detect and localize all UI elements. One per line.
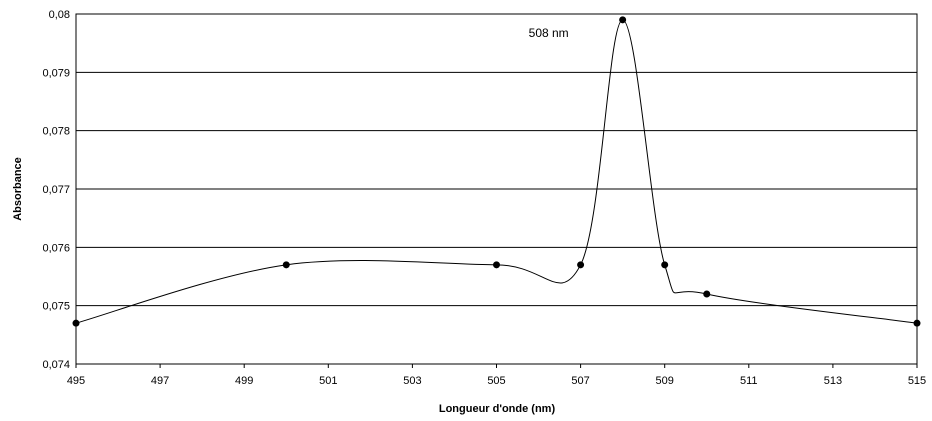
data-point xyxy=(661,261,669,269)
x-tick-label: 509 xyxy=(656,375,674,387)
y-tick-label: 0,076 xyxy=(42,242,70,254)
x-tick-label: 507 xyxy=(571,375,589,387)
gridlines xyxy=(76,13,917,365)
x-axis-title: Longueur d'onde (nm) xyxy=(439,403,556,415)
data-point xyxy=(72,319,80,327)
x-tick-label: 505 xyxy=(487,375,505,387)
x-tick-label: 503 xyxy=(403,375,421,387)
data-point xyxy=(493,261,500,269)
data-point xyxy=(913,319,921,327)
data-point xyxy=(577,261,585,269)
x-tick-label: 497 xyxy=(151,375,169,387)
y-tick-label: 0,08 xyxy=(49,9,70,21)
series-line-group xyxy=(75,19,918,324)
y-tick-label: 0,078 xyxy=(42,126,70,138)
data-points xyxy=(72,16,921,327)
x-tick-labels: 495 497 499 501 503 505 507 509 511 513 515 xyxy=(67,364,926,387)
data-point xyxy=(703,290,711,298)
x-tick-label: 513 xyxy=(824,375,842,387)
y-tick-label: 0,077 xyxy=(42,184,70,196)
data-point xyxy=(282,261,290,269)
data-point xyxy=(619,16,627,24)
y-tick-labels: 0,074 0,075 0,076 0,077 0,078 0,079 0,08 xyxy=(42,9,70,371)
y-axis-title: Absorbance xyxy=(12,157,24,221)
x-tick-label: 515 xyxy=(908,375,926,387)
y-tick-label: 0,074 xyxy=(42,359,70,371)
x-tick-label: 495 xyxy=(67,375,85,387)
peak-annotation: 508 nm xyxy=(529,26,569,40)
y-tick-label: 0,079 xyxy=(42,67,70,79)
x-tick-label: 511 xyxy=(740,375,758,387)
y-tick-label: 0,075 xyxy=(42,301,70,313)
series-line xyxy=(75,19,918,324)
x-tick-label: 501 xyxy=(319,375,337,387)
x-tick-label: 499 xyxy=(235,375,253,387)
